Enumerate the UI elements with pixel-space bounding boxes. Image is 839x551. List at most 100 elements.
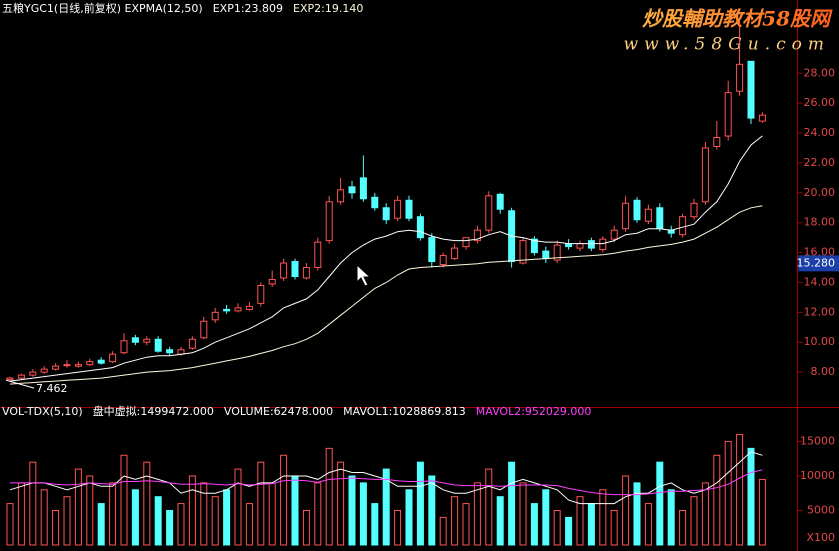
watermark-title: 炒股輔助教材58股网 <box>642 7 833 31</box>
candle-body <box>747 60 755 119</box>
candle-body <box>485 195 493 231</box>
volume-bar <box>29 461 37 546</box>
candle-body <box>74 364 82 367</box>
volume-bar <box>690 496 698 546</box>
candle-body <box>40 368 48 373</box>
candle-body <box>302 267 310 279</box>
volume-bar <box>268 482 276 546</box>
volume-bar <box>86 475 94 546</box>
candle-body <box>280 262 288 279</box>
volume-bar <box>245 503 253 546</box>
candle-body <box>394 199 402 219</box>
volume-bar <box>52 509 60 546</box>
candle-body <box>211 311 219 321</box>
volume-bar <box>143 461 151 546</box>
mavol-line <box>10 469 763 496</box>
volume-bar <box>97 503 105 546</box>
y-tick-label: 15000 <box>800 434 835 447</box>
volume-bar <box>177 503 185 546</box>
volume-bar <box>622 475 630 546</box>
candle-body <box>451 247 459 260</box>
volume-bar <box>508 461 516 546</box>
volume-bar <box>405 489 413 546</box>
volume-bar <box>188 475 196 546</box>
candle-body <box>599 238 607 251</box>
volume-bar <box>701 482 709 546</box>
volume-bar <box>234 468 242 546</box>
volume-bar <box>679 509 687 546</box>
candle-body <box>245 305 253 310</box>
candle-body <box>291 261 299 277</box>
volume-bar <box>325 447 333 546</box>
candle-body <box>439 255 447 266</box>
volume-bar <box>348 475 356 546</box>
candle-body <box>143 338 151 343</box>
volume-bar <box>211 496 219 546</box>
watermark-url: www.58Gu.com <box>624 35 830 55</box>
volume-bar <box>17 482 25 546</box>
candle-body <box>405 199 413 219</box>
header-text: VOLUME:62478.000 <box>224 405 333 418</box>
candle-body <box>462 237 470 248</box>
volume-bar <box>291 475 299 546</box>
volume-bar <box>747 447 755 546</box>
volume-bar <box>371 503 379 546</box>
candle-body <box>713 137 721 147</box>
volume-bar <box>565 516 573 546</box>
volume-bar <box>6 503 14 546</box>
volume-bar <box>587 503 595 546</box>
volume-bar <box>131 489 139 546</box>
volume-bar <box>451 496 459 546</box>
volume-bar <box>40 489 48 546</box>
y-tick-label: 8.00 <box>811 365 836 378</box>
candle-body <box>29 371 37 376</box>
candle-body <box>371 196 379 209</box>
candle-body <box>314 241 322 269</box>
candle-body <box>701 147 709 203</box>
candle-body <box>6 377 14 381</box>
volume-bar <box>154 496 162 546</box>
volume-bar <box>519 482 527 546</box>
volume-bar <box>416 461 424 546</box>
candle-body <box>337 189 345 203</box>
candle-body <box>257 284 265 304</box>
candle-body <box>519 240 527 264</box>
volume-bar <box>314 482 322 546</box>
low-pointer <box>5 379 35 389</box>
volume-bar <box>576 496 584 546</box>
candle-body <box>576 243 584 249</box>
y-tick-label: 10000 <box>800 469 835 482</box>
candle-body <box>131 337 139 343</box>
candle-body <box>325 201 333 242</box>
candle-body <box>86 361 94 366</box>
volume-bar <box>109 482 117 546</box>
unit-label: X100 <box>806 531 835 544</box>
candle-body <box>724 92 732 137</box>
candle-body <box>758 114 766 122</box>
volume-bar <box>473 482 481 546</box>
volume-bar <box>63 496 71 546</box>
candle-body <box>542 250 550 260</box>
volume-bar <box>280 454 288 546</box>
header-text: MAVOL1:1028869.813 <box>343 405 466 418</box>
candle-body <box>268 278 276 285</box>
candle-body <box>166 349 174 354</box>
candle-body <box>428 237 436 263</box>
volume-bar <box>599 489 607 546</box>
y-tick-label: 16.00 <box>804 246 836 259</box>
volume-bar <box>428 475 436 546</box>
candle-body <box>553 244 561 261</box>
current-price-label: 15.280 <box>797 256 836 269</box>
candle-body <box>644 208 652 222</box>
volume-bar <box>439 516 447 546</box>
ema-line <box>9 205 763 385</box>
volume-bar <box>713 454 721 546</box>
volume-bar <box>633 482 641 546</box>
y-tick-label: 26.00 <box>804 96 836 109</box>
candle-body <box>633 199 641 221</box>
candle-body <box>154 338 162 352</box>
candle-body <box>656 207 664 230</box>
y-tick-label: 10.00 <box>804 335 836 348</box>
